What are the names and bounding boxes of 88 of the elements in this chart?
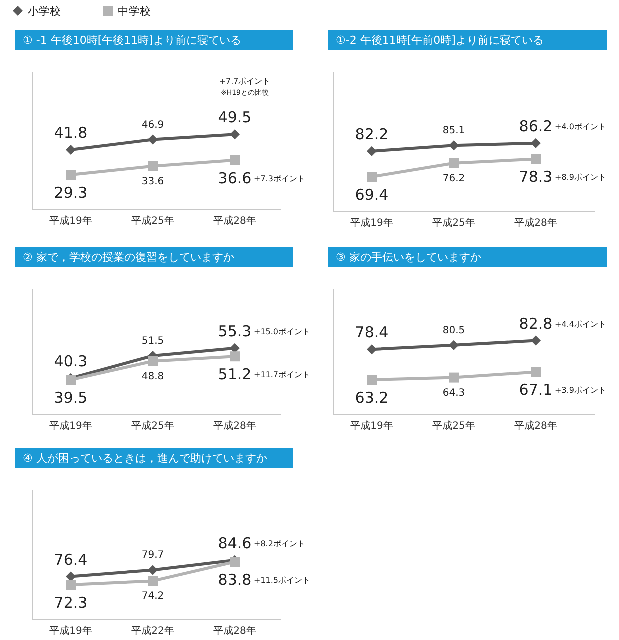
point xyxy=(449,340,459,350)
data-label: 39.5 xyxy=(54,389,88,407)
x-tick-label: 平成28年 xyxy=(214,215,256,227)
data-label: 33.6 xyxy=(142,176,164,188)
point xyxy=(148,134,158,145)
chart-title: ② 家で，学校の授業の復習をしていますか xyxy=(23,251,234,264)
point xyxy=(148,565,158,576)
data-label: 51.2 xyxy=(218,366,252,384)
x-tick-label: 平成25年 xyxy=(432,217,476,229)
chart-title: ① -1 午後10時[午後11時]より前に寝ている xyxy=(23,34,242,47)
point xyxy=(531,336,541,346)
data-label: 85.1 xyxy=(442,126,466,137)
annotation: +15.0ポイント xyxy=(254,327,311,336)
annotation: +3.9ポイント xyxy=(555,386,606,396)
annotation: +7.3ポイント xyxy=(254,174,306,184)
data-label: 78.4 xyxy=(355,324,389,342)
x-tick-label: 平成28年 xyxy=(214,420,256,432)
point xyxy=(449,158,459,168)
point xyxy=(367,172,377,182)
data-label: 63.2 xyxy=(355,389,389,407)
point xyxy=(230,130,240,140)
data-label: 78.3 xyxy=(519,168,553,186)
point xyxy=(148,356,158,366)
point xyxy=(449,372,459,383)
legend-label: 中学校 xyxy=(118,5,151,18)
x-tick-label: 平成28年 xyxy=(514,217,558,229)
x-tick-label: 平成19年 xyxy=(50,420,92,432)
data-label: 40.3 xyxy=(54,352,88,370)
annotation: +4.0ポイント xyxy=(555,122,606,132)
data-label: 69.4 xyxy=(355,186,389,204)
x-tick-label: 平成22年 xyxy=(132,625,174,637)
data-label: 36.6 xyxy=(218,169,252,188)
data-label: 84.6 xyxy=(218,534,252,552)
x-tick-label: 平成19年 xyxy=(350,217,394,229)
data-label: 67.1 xyxy=(519,381,553,400)
chart-title: ①-2 午後11時[午前0時]より前に寝ている xyxy=(336,34,544,47)
data-label: 82.8 xyxy=(519,314,553,333)
data-label: 55.3 xyxy=(218,322,252,340)
data-label: 49.5 xyxy=(218,108,252,127)
data-label: 41.8 xyxy=(54,124,88,142)
annotation: +4.4ポイント xyxy=(555,320,606,329)
text: +7.7ポイント xyxy=(219,77,271,86)
point xyxy=(230,155,240,166)
data-label: 48.8 xyxy=(142,371,164,382)
annotation: +8.2ポイント xyxy=(254,539,306,548)
data-label: 76.4 xyxy=(54,550,88,569)
data-label: 74.2 xyxy=(142,591,164,602)
data-label: 76.2 xyxy=(442,173,466,184)
point xyxy=(367,375,377,385)
data-label: 86.2 xyxy=(519,117,553,136)
legend-entry: 中学校 xyxy=(103,5,151,18)
point xyxy=(148,161,158,172)
point xyxy=(230,352,240,362)
data-label: 72.3 xyxy=(54,594,88,612)
point xyxy=(66,170,76,180)
point xyxy=(367,146,377,156)
chart-title: ④ 人が困っているときは，進んで助けていますか xyxy=(23,452,268,465)
legend-label: 小学校 xyxy=(28,5,61,18)
x-tick-label: 平成19年 xyxy=(50,625,92,637)
point xyxy=(449,140,459,151)
annotation: +11.5ポイント xyxy=(254,576,311,585)
x-tick-label: 平成19年 xyxy=(50,215,92,227)
data-label: 64.3 xyxy=(442,388,466,399)
point xyxy=(531,138,541,148)
point xyxy=(531,154,541,164)
data-label: 46.9 xyxy=(142,120,164,131)
point xyxy=(230,343,240,354)
x-tick-label: 平成28年 xyxy=(214,625,256,637)
x-tick-label: 平成25年 xyxy=(432,420,476,432)
data-label: 83.8 xyxy=(218,571,252,589)
point xyxy=(367,344,377,355)
annotation: +11.7ポイント xyxy=(254,370,311,380)
point xyxy=(148,576,158,586)
x-tick-label: 平成25年 xyxy=(132,215,174,227)
point xyxy=(66,580,76,590)
annotation: +8.9ポイント xyxy=(555,173,606,182)
x-tick-label: 平成28年 xyxy=(514,420,558,432)
data-label: 80.5 xyxy=(442,325,466,336)
data-label: 82.2 xyxy=(355,125,389,144)
data-label: 51.5 xyxy=(142,336,164,347)
chart-title: ③ 家の手伝いをしていますか xyxy=(336,251,482,264)
data-label: 29.3 xyxy=(54,184,88,202)
legend-entry: 小学校 xyxy=(13,5,61,18)
x-tick-label: 平成19年 xyxy=(350,420,394,432)
data-label: 79.7 xyxy=(142,550,164,562)
x-tick-label: 平成25年 xyxy=(132,420,174,432)
point xyxy=(531,367,541,378)
point xyxy=(66,145,76,155)
